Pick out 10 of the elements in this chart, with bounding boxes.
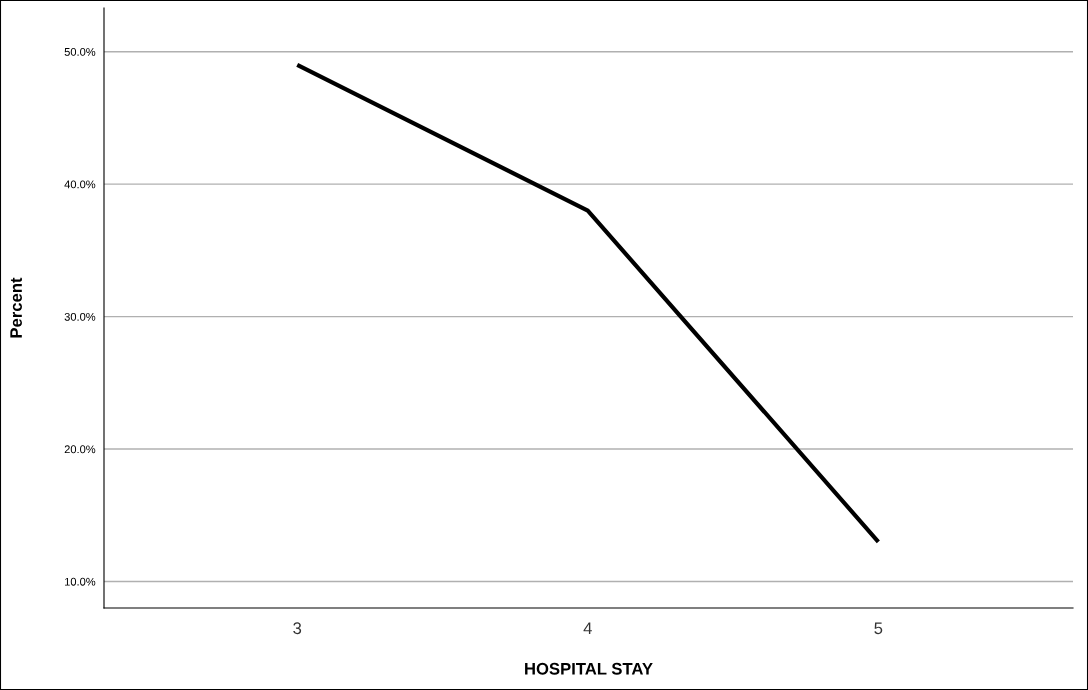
x-tick-label: 3: [293, 622, 302, 635]
y-tick-label: 50.0%: [64, 47, 96, 56]
y-tick-label: 30.0%: [64, 312, 96, 321]
x-tick-label: 4: [583, 622, 592, 634]
y-axis-title: Percent: [10, 277, 22, 338]
x-tick-label: 5: [874, 622, 883, 635]
y-tick-label: 40.0%: [64, 180, 96, 189]
y-tick-label: 10.0%: [65, 577, 96, 586]
y-tick-label: 20.0%: [64, 445, 96, 454]
x-axis-title: HOSPITAL STAY: [525, 662, 653, 675]
